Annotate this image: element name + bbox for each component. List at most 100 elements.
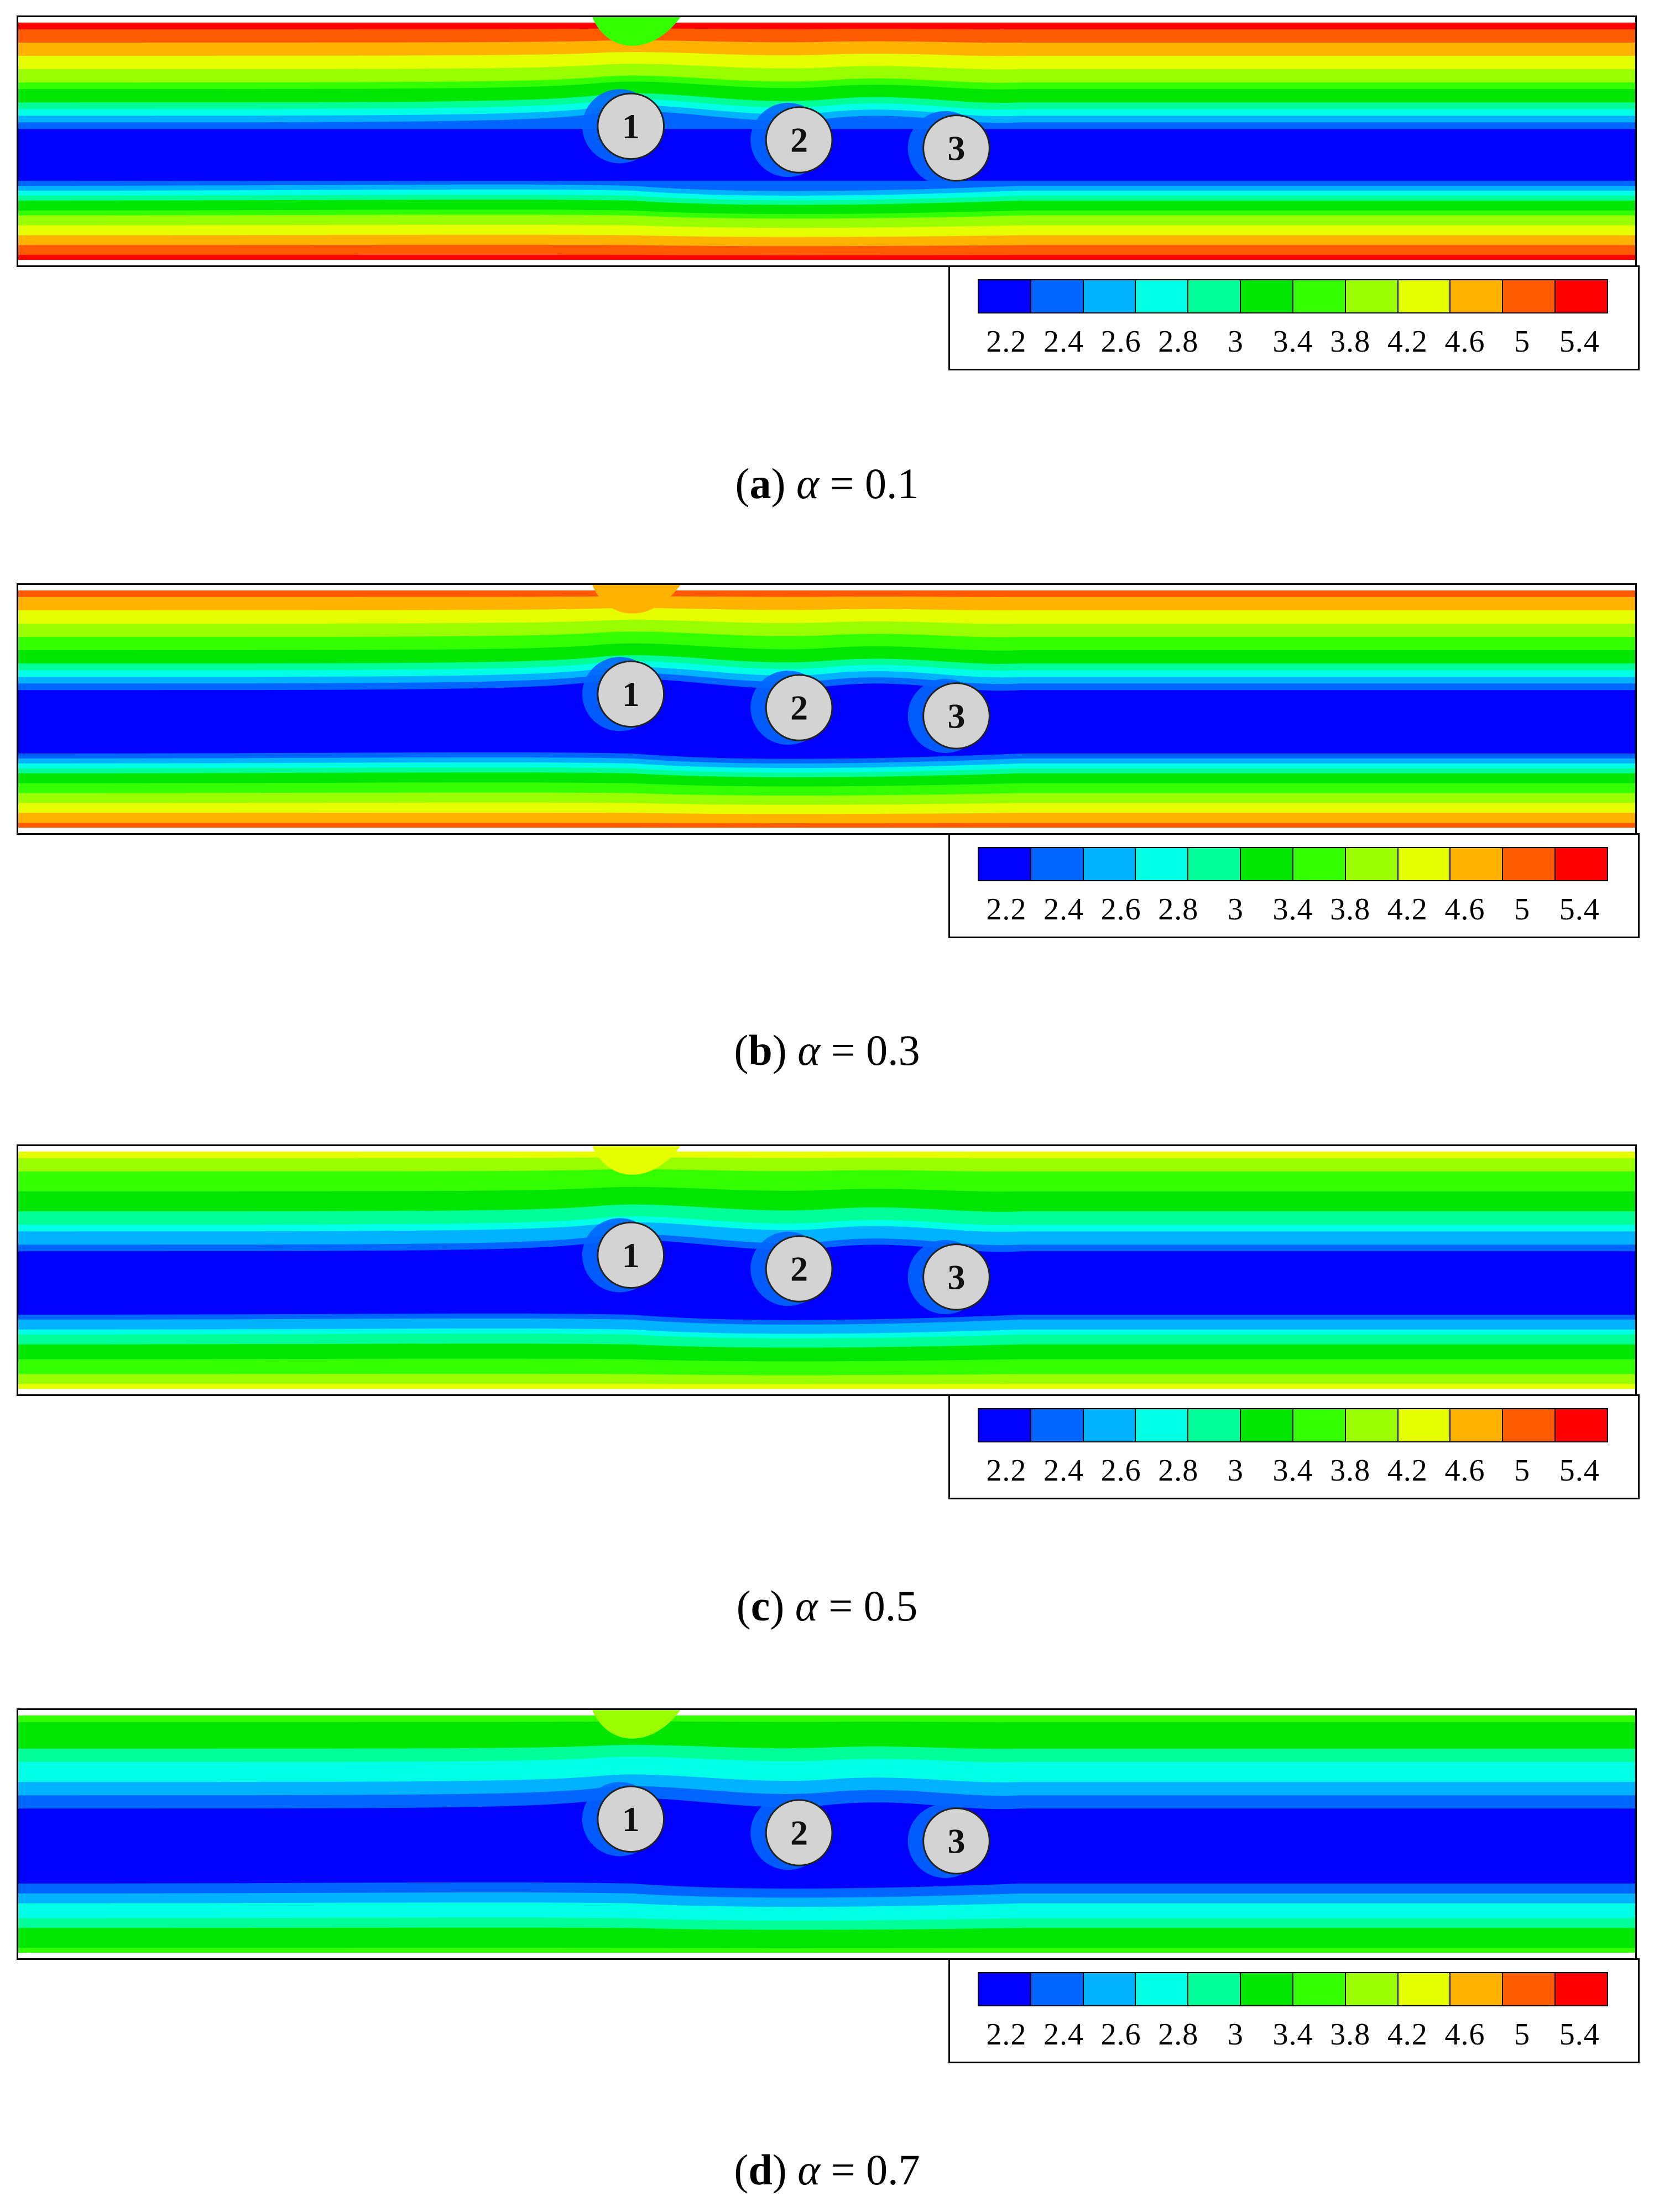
colorbar-swatches-b xyxy=(978,847,1608,881)
colorbar-legend-d: 2.2 2.4 2.6 2.8 3 3.4 3.8 4.2 4.6 5 5.4 xyxy=(948,1958,1640,2063)
colorbar-swatch xyxy=(1188,1973,1241,2005)
colorbar-swatch xyxy=(1345,1409,1399,1441)
colorbar-swatch xyxy=(1241,848,1293,880)
colorbar-swatch xyxy=(1293,848,1346,880)
colorbar-tick-label: 2.4 xyxy=(1043,325,1084,359)
cylinder-label: 3 xyxy=(948,1822,966,1861)
colorbar-swatch xyxy=(979,1409,1031,1441)
colorbar-tick-label: 4.6 xyxy=(1444,892,1485,927)
colorbar-swatch xyxy=(1136,1973,1189,2005)
panel-caption-c: (c) α = 0.5 xyxy=(736,1582,918,1630)
colorbar-swatch xyxy=(1556,280,1607,312)
wake-plume xyxy=(592,1710,681,1739)
colorbar-swatch xyxy=(1450,280,1504,312)
colorbar-swatch xyxy=(1398,280,1451,312)
wake-plume xyxy=(592,17,681,46)
colorbar-swatch xyxy=(1188,1409,1241,1441)
colorbar-swatch xyxy=(1241,280,1293,312)
contour-field-c: 1 2 3 xyxy=(17,1144,1637,1396)
colorbar-tick-label: 2.2 xyxy=(986,892,1027,927)
param-symbol: α xyxy=(797,2146,821,2194)
panel-caption-d: (d) α = 0.7 xyxy=(734,2146,920,2194)
colorbar-tick-label: 3.8 xyxy=(1330,1453,1371,1488)
colorbar-swatch xyxy=(1031,1973,1084,2005)
colorbar-tick-label: 5 xyxy=(1514,1453,1531,1488)
colorbar-tick-label: 2.6 xyxy=(1100,1453,1141,1488)
cylinder-3 xyxy=(922,682,990,750)
colorbar-tick-label: 2.8 xyxy=(1158,325,1199,359)
cylinder-label: 3 xyxy=(948,697,966,736)
cylinder-1 xyxy=(597,1221,665,1289)
colorbar-swatch xyxy=(1136,280,1189,312)
colorbar-swatch xyxy=(1188,280,1241,312)
colorbar-ticks-c: 2.2 2.4 2.6 2.8 3 3.4 3.8 4.2 4.6 5 5.4 xyxy=(978,1451,1608,1490)
colorbar-swatch xyxy=(1556,848,1607,880)
colorbar-tick-label: 5.4 xyxy=(1559,1453,1600,1488)
cylinder-3 xyxy=(922,1807,990,1875)
colorbar-swatches-c xyxy=(978,1408,1608,1442)
colorbar-swatch xyxy=(1031,848,1084,880)
param-value: 0.1 xyxy=(864,459,919,508)
colorbar-tick-label: 3.4 xyxy=(1272,892,1313,927)
colorbar-tick-label: 2.4 xyxy=(1043,1453,1084,1488)
colorbar-tick-label: 2.8 xyxy=(1158,1453,1199,1488)
colorbar-legend-a: 2.2 2.4 2.6 2.8 3 3.4 3.8 4.2 4.6 5 5.4 xyxy=(948,265,1640,370)
param-symbol: α xyxy=(795,1582,818,1630)
colorbar-swatch xyxy=(1345,848,1399,880)
colorbar-tick-label: 3 xyxy=(1227,892,1244,927)
colorbar-tick-label: 3.4 xyxy=(1272,2017,1313,2052)
colorbar-swatch xyxy=(1398,1409,1451,1441)
cylinder-label: 3 xyxy=(948,1258,966,1297)
colorbar-tick-label: 2.8 xyxy=(1158,892,1199,927)
panel-letter: a xyxy=(749,459,771,508)
colorbar-swatch xyxy=(1556,1409,1607,1441)
colorbar-swatch xyxy=(1031,280,1084,312)
colorbar-swatch xyxy=(1241,1409,1293,1441)
cylinder-3 xyxy=(922,114,990,182)
colorbar-swatch xyxy=(979,1973,1031,2005)
colorbar-swatch xyxy=(979,848,1031,880)
cylinder-label: 2 xyxy=(790,1813,808,1853)
colorbar-tick-label: 3 xyxy=(1227,325,1244,359)
colorbar-swatch xyxy=(1450,1409,1504,1441)
contour-field-d: 1 2 3 xyxy=(17,1708,1637,1960)
colorbar-tick-label: 2.4 xyxy=(1043,892,1084,927)
colorbar-tick-label: 4.2 xyxy=(1387,1453,1428,1488)
colorbar-swatch xyxy=(1136,1409,1189,1441)
colorbar-tick-label: 3 xyxy=(1227,1453,1244,1488)
colorbar-swatch xyxy=(1450,1973,1504,2005)
colorbar-swatch xyxy=(1083,848,1136,880)
colorbar-tick-label: 2.6 xyxy=(1100,325,1141,359)
colorbar-swatch xyxy=(1345,1973,1399,2005)
wake-plume xyxy=(592,585,681,614)
panel-caption-b: (b) α = 0.3 xyxy=(734,1026,920,1074)
cylinder-2 xyxy=(765,674,833,741)
cylinder-label: 3 xyxy=(948,129,966,168)
colorbar-swatch xyxy=(1293,280,1346,312)
panel-letter: d xyxy=(748,2146,773,2194)
colorbar-ticks-d: 2.2 2.4 2.6 2.8 3 3.4 3.8 4.2 4.6 5 5.4 xyxy=(978,2015,1608,2054)
colorbar-swatch xyxy=(1556,1973,1607,2005)
contour-svg-d: 1 2 3 xyxy=(18,1710,1635,1953)
contour-field-b: 1 2 3 xyxy=(17,583,1637,835)
colorbar-swatch xyxy=(1398,1973,1451,2005)
colorbar-swatch xyxy=(1293,1973,1346,2005)
colorbar-tick-label: 4.2 xyxy=(1387,2017,1428,2052)
colorbar-swatch xyxy=(1188,848,1241,880)
colorbar-tick-label: 5.4 xyxy=(1559,325,1600,359)
cylinder-2 xyxy=(765,1799,833,1866)
colorbar-tick-label: 2.4 xyxy=(1043,2017,1084,2052)
colorbar-swatch xyxy=(1345,280,1399,312)
cylinder-3 xyxy=(922,1243,990,1311)
cylinder-label: 2 xyxy=(790,1249,808,1289)
cylinder-1 xyxy=(597,1785,665,1853)
colorbar-tick-label: 2.2 xyxy=(986,325,1027,359)
colorbar-swatch xyxy=(1293,1409,1346,1441)
cylinder-label: 1 xyxy=(622,1236,640,1275)
colorbar-tick-label: 4.6 xyxy=(1444,325,1485,359)
param-value: 0.7 xyxy=(866,2146,920,2194)
colorbar-swatch xyxy=(1241,1973,1293,2005)
colorbar-tick-label: 3 xyxy=(1227,2017,1244,2052)
contour-svg-c: 1 2 3 xyxy=(18,1146,1635,1389)
colorbar-tick-label: 2.6 xyxy=(1100,892,1141,927)
